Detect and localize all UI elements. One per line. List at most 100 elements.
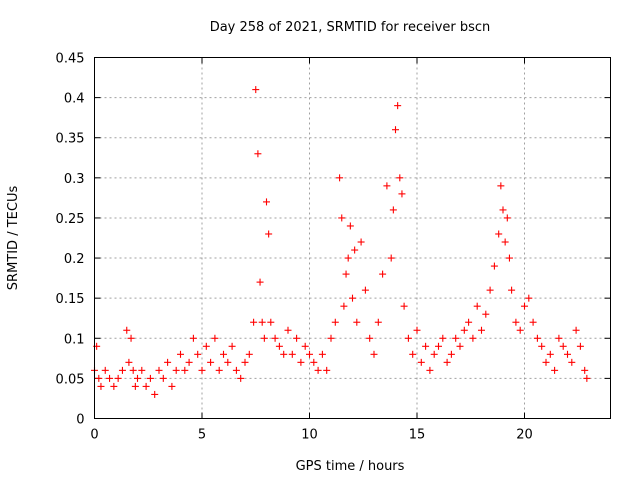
- data-point: [271, 334, 279, 342]
- data-point: [288, 350, 296, 358]
- data-point: [417, 358, 425, 366]
- data-point: [314, 366, 322, 374]
- data-point: [106, 374, 114, 382]
- data-point: [164, 358, 172, 366]
- data-point: [559, 342, 567, 350]
- chart-title: Day 258 of 2021, SRMTID for receiver bsc…: [210, 20, 491, 35]
- data-point: [256, 278, 264, 286]
- data-point: [465, 318, 473, 326]
- data-point: [114, 374, 122, 382]
- data-point: [138, 366, 146, 374]
- data-point: [280, 350, 288, 358]
- data-point: [478, 326, 485, 334]
- data-point: [351, 246, 359, 254]
- data-point: [134, 374, 141, 382]
- x-axis-label: GPS time / hours: [296, 459, 405, 474]
- plot-frame: [94, 57, 611, 419]
- data-point: [118, 366, 126, 374]
- data-point: [297, 358, 305, 366]
- data-point: [267, 318, 275, 326]
- data-point: [389, 206, 397, 214]
- x-tick-label: 0: [90, 428, 98, 443]
- data-point: [460, 326, 468, 334]
- data-point: [151, 390, 159, 398]
- y-tick-label: 0.4: [64, 92, 85, 107]
- y-tick-label: 0.15: [56, 292, 85, 307]
- y-tick-label: 0: [76, 413, 84, 428]
- data-point: [224, 358, 232, 366]
- data-point: [439, 334, 447, 342]
- data-point: [265, 230, 273, 238]
- data-point: [383, 182, 391, 190]
- data-point: [576, 342, 584, 350]
- data-point: [252, 86, 260, 94]
- data-point: [275, 342, 283, 350]
- data-point: [533, 334, 541, 342]
- data-point: [344, 254, 352, 262]
- data-point: [505, 254, 513, 262]
- data-point: [202, 342, 210, 350]
- data-point: [404, 334, 412, 342]
- data-point: [564, 350, 571, 358]
- data-point: [497, 182, 505, 190]
- data-point: [127, 334, 135, 342]
- data-point: [568, 358, 576, 366]
- data-point: [97, 382, 105, 390]
- data-point: [349, 294, 356, 302]
- data-point: [101, 366, 109, 374]
- data-point: [338, 214, 346, 222]
- y-tick-label: 0.3: [64, 172, 85, 187]
- y-tick-label: 0.05: [56, 372, 85, 387]
- data-point: [146, 374, 154, 382]
- data-point: [155, 366, 163, 374]
- data-point: [394, 102, 402, 110]
- data-point: [215, 366, 223, 374]
- data-point: [443, 358, 451, 366]
- data-point: [177, 350, 184, 358]
- data-point: [331, 318, 339, 326]
- data-point: [284, 326, 292, 334]
- y-tick-label: 0.35: [56, 132, 85, 147]
- data-point: [340, 302, 348, 310]
- data-point: [503, 214, 511, 222]
- data-point: [400, 302, 408, 310]
- data-point: [581, 366, 589, 374]
- data-point: [237, 374, 245, 382]
- data-point: [323, 366, 331, 374]
- data-point: [95, 374, 103, 382]
- data-point: [361, 286, 369, 294]
- data-point: [370, 350, 378, 358]
- data-point: [250, 318, 258, 326]
- data-point: [572, 326, 580, 334]
- data-point: [387, 254, 395, 262]
- data-point: [538, 342, 546, 350]
- data-point: [346, 222, 354, 230]
- data-point: [456, 342, 464, 350]
- grid-lines: [94, 57, 611, 419]
- data-point: [486, 286, 494, 294]
- data-point: [430, 350, 438, 358]
- data-point: [366, 334, 374, 342]
- data-point: [555, 334, 563, 342]
- data-point: [220, 350, 227, 358]
- data-point: [357, 238, 365, 246]
- data-point: [435, 342, 442, 350]
- data-point: [228, 342, 236, 350]
- data-point: [529, 318, 537, 326]
- data-point: [129, 366, 137, 374]
- y-axis-label: SRMTID / TECUs: [6, 186, 21, 291]
- data-point: [159, 374, 167, 382]
- data-point: [501, 238, 509, 246]
- data-point: [245, 350, 253, 358]
- data-point: [194, 350, 202, 358]
- data-point: [542, 358, 550, 366]
- data-point: [168, 382, 176, 390]
- data-point: [211, 334, 219, 342]
- data-point: [241, 358, 249, 366]
- data-point: [293, 334, 301, 342]
- data-point: [185, 358, 193, 366]
- x-tick-label: 10: [301, 428, 318, 443]
- data-point: [258, 318, 266, 326]
- data-point: [172, 366, 180, 374]
